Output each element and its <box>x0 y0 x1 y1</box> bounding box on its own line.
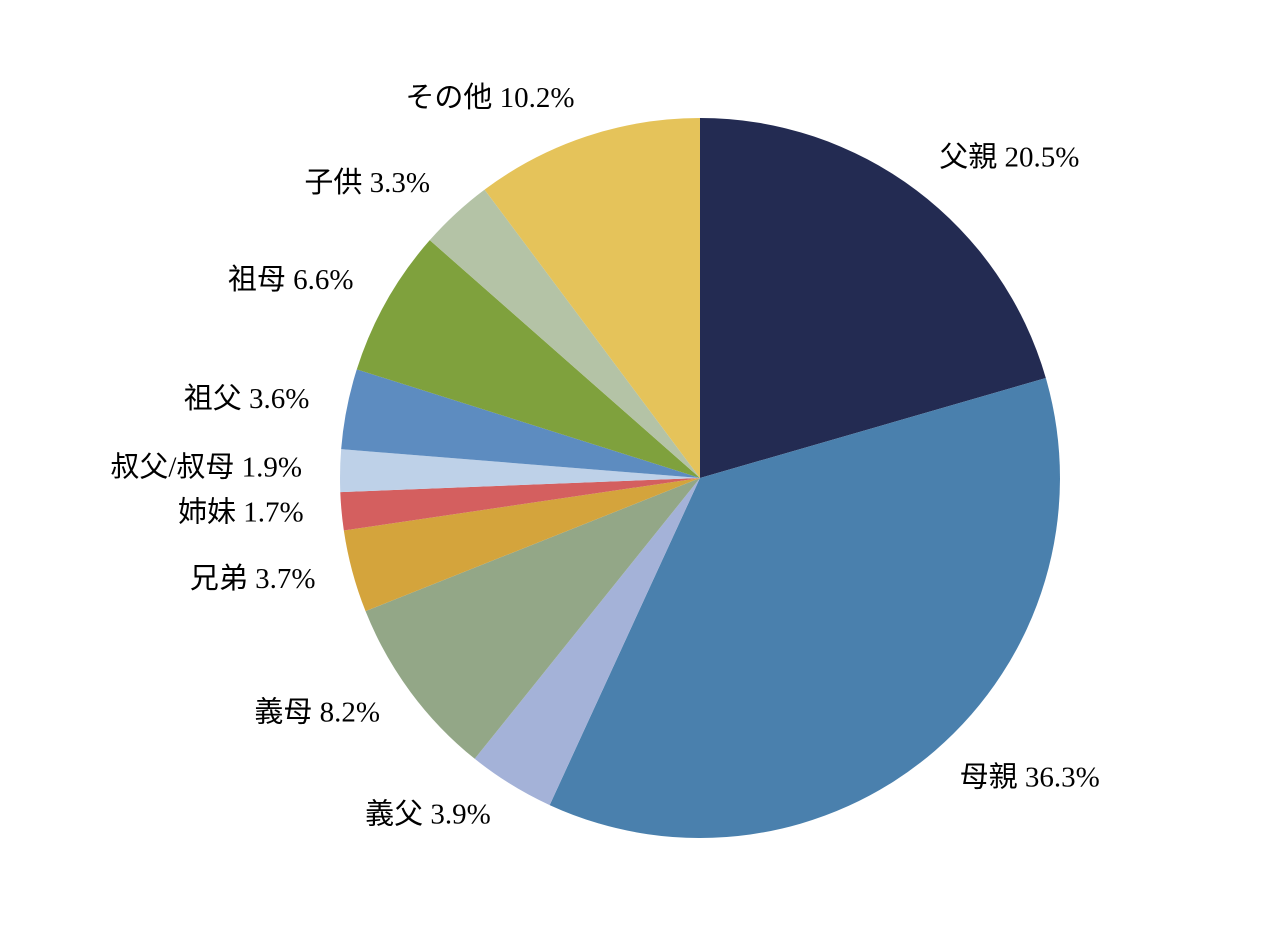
slice-label: 子供 3.3% <box>304 166 430 199</box>
slice-label: 姉妹 1.7% <box>178 496 304 529</box>
slice-label: 祖母 6.6% <box>228 263 354 296</box>
pie-slice-10 <box>484 118 700 478</box>
pie-slice-4 <box>343 478 700 612</box>
pie-slice-7 <box>341 369 700 478</box>
pie-slice-9 <box>429 189 700 478</box>
pie-slice-6 <box>340 449 700 493</box>
slice-label: 父親 20.5% <box>939 141 1079 174</box>
slice-label: 義父 3.9% <box>365 797 491 830</box>
slice-label: 義母 8.2% <box>254 695 380 728</box>
slice-label: 兄弟 3.7% <box>190 562 316 595</box>
slice-label: 祖父 3.6% <box>184 382 310 415</box>
pie-slice-2 <box>474 478 700 806</box>
pie-slice-0 <box>700 118 1046 478</box>
pie-slice-8 <box>356 240 700 478</box>
pie-slice-3 <box>365 478 700 759</box>
slice-label: 叔父/叔母 1.9% <box>110 451 302 484</box>
pie-slice-1 <box>549 378 1060 838</box>
slice-label: 母親 36.3% <box>960 760 1100 793</box>
pie-slice-5 <box>340 478 700 531</box>
slice-label: その他 10.2% <box>405 81 574 114</box>
